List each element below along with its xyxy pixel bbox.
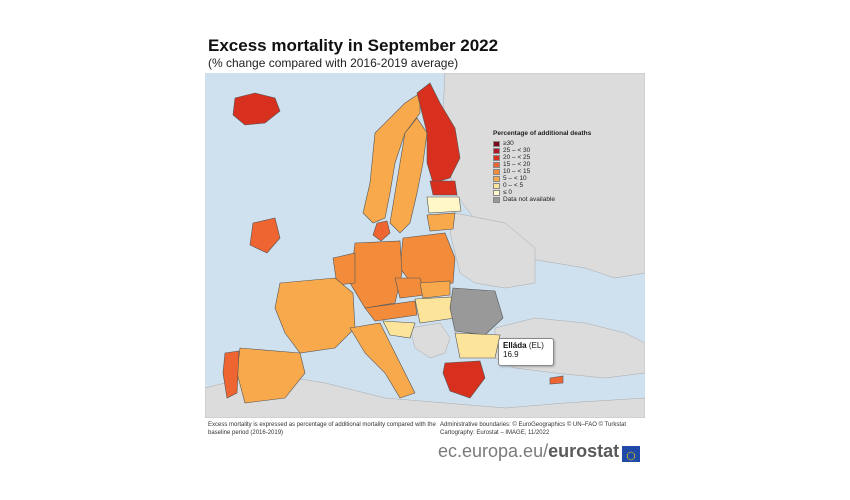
tooltip-country-name: Elláda — [503, 341, 527, 350]
eurostat-brand[interactable]: ec.europa.eu/eurostat — [438, 441, 641, 462]
boundaries-credit: Administrative boundaries: © EuroGeograp… — [440, 422, 627, 428]
legend-label: 15 – < 20 — [503, 160, 531, 168]
legend-swatch — [493, 189, 500, 196]
map-subtitle: (% change compared with 2016-2019 averag… — [208, 56, 459, 70]
brand-name: eurostat — [548, 441, 620, 461]
legend-item: Data not available — [493, 196, 591, 203]
legend-label: Data not available — [503, 195, 556, 203]
land-ukraine-belarus — [449, 212, 536, 289]
legend-label: 10 – < 15 — [503, 167, 531, 175]
legend-label: 20 – < 25 — [503, 153, 531, 161]
brand-site: ec.europa.eu/ — [438, 441, 549, 461]
legend-label: 5 – < 10 — [503, 174, 527, 182]
country-france[interactable] — [274, 277, 356, 354]
legend-label: 0 – < 5 — [503, 181, 524, 189]
country-netherlands-belgium[interactable] — [332, 252, 356, 286]
cartography-credit: Cartography: Eurostat – IMAGE, 11/2022 — [440, 430, 550, 436]
legend-item: 15 – < 20 — [493, 161, 591, 168]
country-denmark[interactable] — [372, 220, 391, 242]
legend-label: 25 – < 30 — [503, 146, 531, 154]
legend-title: Percentage of additional deaths — [493, 130, 592, 137]
country-sweden[interactable] — [389, 117, 428, 234]
country-italy[interactable] — [349, 322, 416, 399]
country-hungary[interactable] — [414, 296, 456, 324]
legend-swatch — [493, 140, 500, 147]
country-ireland[interactable] — [249, 217, 281, 254]
legend-swatch — [493, 182, 500, 189]
legend-swatch — [493, 168, 500, 175]
land-balkans-non-eu — [409, 322, 451, 359]
tooltip-country-code: (EL) — [528, 341, 544, 350]
country-bulgaria[interactable] — [454, 332, 501, 359]
legend: Percentage of additional deaths ≥30 25 –… — [493, 130, 591, 203]
country-germany[interactable] — [349, 240, 403, 309]
legend-swatch — [493, 147, 500, 154]
country-slovenia-croatia[interactable] — [382, 320, 416, 339]
attribution: Administrative boundaries: © EuroGeograp… — [440, 421, 645, 437]
legend-item: 25 – < 30 — [493, 147, 591, 154]
legend-swatch — [493, 154, 500, 161]
europe-map[interactable] — [205, 73, 645, 418]
map-area[interactable] — [205, 73, 645, 418]
legend-label: ≤ 0 — [503, 188, 512, 196]
country-estonia[interactable] — [429, 180, 458, 196]
country-portugal[interactable] — [222, 350, 240, 399]
country-lithuania[interactable] — [426, 212, 456, 232]
country-latvia[interactable] — [426, 196, 462, 214]
legend-label: ≥30 — [503, 139, 514, 147]
country-czechia[interactable] — [394, 277, 426, 299]
eu-flag-icon — [622, 445, 641, 462]
tooltip-value: 16.9 — [503, 350, 519, 359]
legend-swatch — [493, 196, 500, 203]
legend-item: ≤ 0 — [493, 189, 591, 196]
footnote: Excess mortality is expressed as percent… — [208, 422, 436, 436]
country-cyprus[interactable] — [549, 375, 564, 385]
country-austria[interactable] — [364, 300, 418, 322]
land-north-africa — [205, 372, 645, 418]
country-iceland[interactable] — [232, 92, 281, 126]
map-title: Excess mortality in September 2022 — [208, 36, 499, 55]
country-greece[interactable] — [442, 360, 486, 399]
legend-swatch — [493, 175, 500, 182]
legend-item: 0 – < 5 — [493, 182, 591, 189]
country-finland[interactable] — [416, 82, 461, 184]
legend-item: 20 – < 25 — [493, 154, 591, 161]
country-slovakia[interactable] — [419, 280, 451, 299]
country-tooltip: Elláda (EL) 16.9 — [498, 338, 554, 366]
legend-item: 5 – < 10 — [493, 175, 591, 182]
legend-item: 10 – < 15 — [493, 168, 591, 175]
legend-item: ≥30 — [493, 140, 591, 147]
legend-swatch — [493, 161, 500, 168]
